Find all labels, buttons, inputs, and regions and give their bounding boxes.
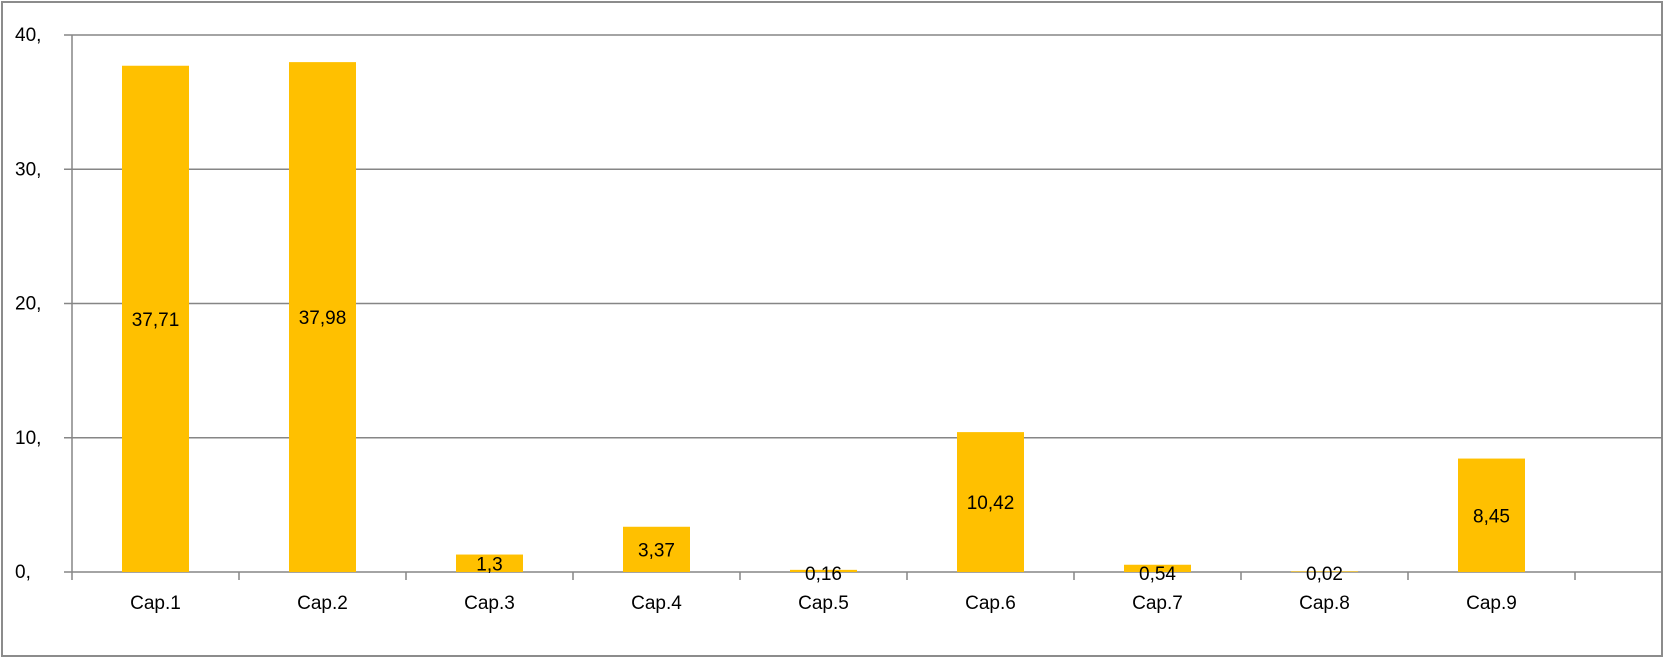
bar-cap-7: [1124, 564, 1191, 572]
y-tick-label: 0,: [15, 562, 31, 583]
y-tick-label: 40,: [15, 25, 41, 46]
bar-cap-2: [289, 62, 356, 572]
x-category-label: Cap.2: [297, 593, 348, 614]
data-label: 37,71: [132, 310, 180, 331]
bar-cap-9: [1458, 458, 1525, 572]
x-category-label: Cap.3: [464, 593, 515, 614]
data-label: 1,3: [476, 554, 502, 575]
data-label: 8,45: [1473, 506, 1510, 527]
y-tick-label: 10,: [15, 428, 41, 449]
x-category-label: Cap.8: [1299, 593, 1350, 614]
bar-cap-6: [957, 432, 1024, 572]
x-category-label: Cap.9: [1466, 593, 1517, 614]
x-category-label: Cap.6: [965, 593, 1016, 614]
bars: [122, 62, 1525, 572]
x-category-label: Cap.5: [798, 593, 849, 614]
bar-cap-5: [790, 569, 857, 572]
data-label: 0,54: [1139, 564, 1176, 585]
bar-cap-1: [122, 65, 189, 572]
data-label: 0,02: [1306, 564, 1343, 585]
y-tick-label: 30,: [15, 159, 41, 180]
x-category-label: Cap.4: [631, 593, 682, 614]
x-category-label: Cap.1: [130, 593, 181, 614]
data-label: 0,16: [805, 564, 842, 585]
labels: 0, 10, 20, 30, 40, Cap.1 37,71 Cap.2 37,98 Cap.3 1…: [15, 25, 1517, 614]
bar-cap-3: [456, 554, 523, 572]
data-label: 10,42: [967, 493, 1015, 514]
data-label: 3,37: [638, 540, 675, 561]
bar-cap-8: [1291, 571, 1358, 572]
bar-cap-4: [623, 526, 690, 572]
x-category-label: Cap.7: [1132, 593, 1183, 614]
data-label: 37,98: [299, 308, 347, 329]
y-tick-label: 20,: [15, 294, 41, 315]
